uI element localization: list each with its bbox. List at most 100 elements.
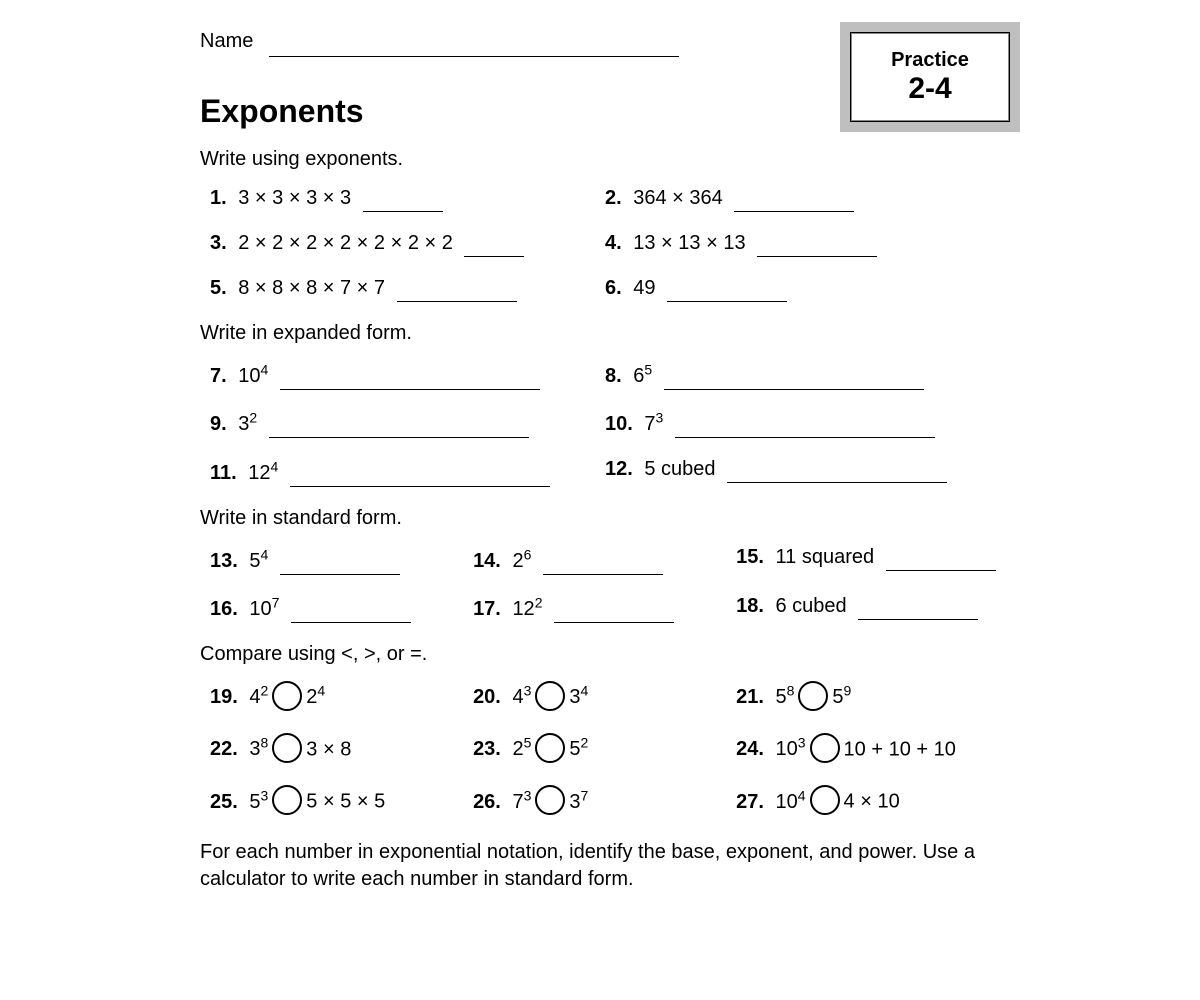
compare-circle[interactable]	[798, 681, 828, 711]
problem-10: 10. 73	[605, 410, 1000, 437]
problem-expression: 26	[512, 550, 531, 572]
worksheet-page: Practice 2-4 Name Exponents Write using …	[0, 0, 1200, 893]
badge-label: Practice	[891, 49, 969, 72]
problem-number: 15.	[736, 546, 764, 568]
exponent: 9	[844, 682, 852, 698]
base: 12	[512, 598, 534, 620]
exponent: 3	[524, 787, 532, 803]
base: 5	[776, 686, 787, 708]
answer-blank[interactable]	[290, 466, 550, 487]
exponent: 8	[787, 682, 795, 698]
exponent: 8	[261, 735, 269, 751]
problem-number: 26.	[473, 791, 501, 813]
right-expression: 4 × 10	[844, 791, 900, 813]
compare-circle[interactable]	[535, 785, 565, 815]
problem-14: 14. 26	[473, 546, 736, 573]
answer-blank[interactable]	[667, 281, 787, 302]
answer-blank[interactable]	[886, 550, 996, 571]
problem-number: 7.	[210, 365, 227, 387]
base: 2	[512, 738, 523, 760]
section2-problems: 7. 104 8. 65 9. 32 10. 73	[210, 361, 1000, 485]
problem-number: 9.	[210, 413, 227, 435]
section1-problems: 1. 3 × 3 × 3 × 3 2. 364 × 364 3. 2 × 2 ×…	[210, 187, 1000, 300]
problem-expression: 8 × 8 × 8 × 7 × 7	[238, 277, 385, 299]
problem-expression: 49	[633, 277, 655, 299]
problem-9: 9. 32	[210, 410, 605, 437]
problem-23: 23. 2552	[473, 735, 736, 765]
base: 7	[512, 791, 523, 813]
answer-blank[interactable]	[397, 281, 517, 302]
exponent: 3	[656, 410, 664, 426]
left-expression: 38	[249, 738, 268, 760]
problem-expression: 5 cubed	[644, 458, 715, 480]
answer-blank[interactable]	[543, 554, 663, 575]
problem-17: 17. 122	[473, 595, 736, 622]
practice-badge: Practice 2-4	[840, 22, 1020, 132]
base: 12	[248, 462, 270, 484]
problem-expression: 122	[512, 598, 542, 620]
problem-expression: 54	[249, 550, 268, 572]
problem-number: 5.	[210, 277, 227, 299]
base: 10	[776, 791, 798, 813]
footer-instruction: For each number in exponential notation,…	[200, 839, 1000, 893]
problem-number: 17.	[473, 598, 501, 620]
problem-25: 25. 535 × 5 × 5	[210, 787, 473, 817]
compare-circle[interactable]	[810, 733, 840, 763]
name-blank[interactable]	[269, 56, 679, 57]
answer-blank[interactable]	[727, 462, 947, 483]
base: 3	[249, 738, 260, 760]
exponent: 4	[798, 787, 806, 803]
left-expression: 25	[512, 738, 531, 760]
problem-expression: 11 squared	[776, 546, 875, 568]
answer-blank[interactable]	[280, 554, 400, 575]
section3-problems: 13. 54 14. 26 15. 11 squared 16. 107	[210, 546, 1000, 621]
exponent: 2	[580, 735, 588, 751]
problem-21: 21. 5859	[736, 682, 999, 712]
problem-6: 6. 49	[605, 277, 1000, 300]
problem-expression: 6 cubed	[776, 595, 847, 617]
compare-circle[interactable]	[272, 681, 302, 711]
problem-13: 13. 54	[210, 546, 473, 573]
problem-expression: 73	[644, 413, 663, 435]
answer-blank[interactable]	[291, 602, 411, 623]
problem-expression: 107	[249, 598, 279, 620]
problem-24: 24. 10310 + 10 + 10	[736, 735, 999, 765]
compare-circle[interactable]	[810, 785, 840, 815]
section4-instruction: Compare using <, >, or =.	[200, 643, 1000, 666]
exponent: 2	[261, 682, 269, 698]
problem-number: 12.	[605, 458, 633, 480]
section2-instruction: Write in expanded form.	[200, 322, 1000, 345]
compare-circle[interactable]	[535, 733, 565, 763]
answer-blank[interactable]	[280, 369, 540, 390]
base: 10	[238, 365, 260, 387]
answer-blank[interactable]	[675, 417, 935, 438]
problem-number: 14.	[473, 550, 501, 572]
answer-blank[interactable]	[664, 369, 924, 390]
problem-number: 23.	[473, 738, 501, 760]
exponent: 6	[524, 546, 532, 562]
problem-expression: 364 × 364	[633, 187, 723, 209]
answer-blank[interactable]	[858, 599, 978, 620]
problem-number: 13.	[210, 550, 238, 572]
answer-blank[interactable]	[757, 236, 877, 257]
problem-expression: 124	[248, 462, 278, 484]
answer-blank[interactable]	[734, 191, 854, 212]
compare-circle[interactable]	[272, 733, 302, 763]
right-expression: 5 × 5 × 5	[306, 791, 385, 813]
compare-circle[interactable]	[535, 681, 565, 711]
answer-blank[interactable]	[363, 191, 443, 212]
right-expression: 37	[569, 791, 588, 813]
right-expression: 10 + 10 + 10	[844, 738, 956, 760]
problem-number: 4.	[605, 232, 622, 254]
exponent: 4	[261, 361, 269, 377]
answer-blank[interactable]	[554, 602, 674, 623]
base: 5	[249, 550, 260, 572]
compare-circle[interactable]	[272, 785, 302, 815]
answer-blank[interactable]	[269, 417, 529, 438]
name-label: Name	[200, 30, 253, 52]
exponent: 3	[524, 682, 532, 698]
base: 2	[306, 686, 317, 708]
problem-expression: 13 × 13 × 13	[633, 232, 745, 254]
problem-8: 8. 65	[605, 361, 1000, 388]
answer-blank[interactable]	[464, 236, 524, 257]
